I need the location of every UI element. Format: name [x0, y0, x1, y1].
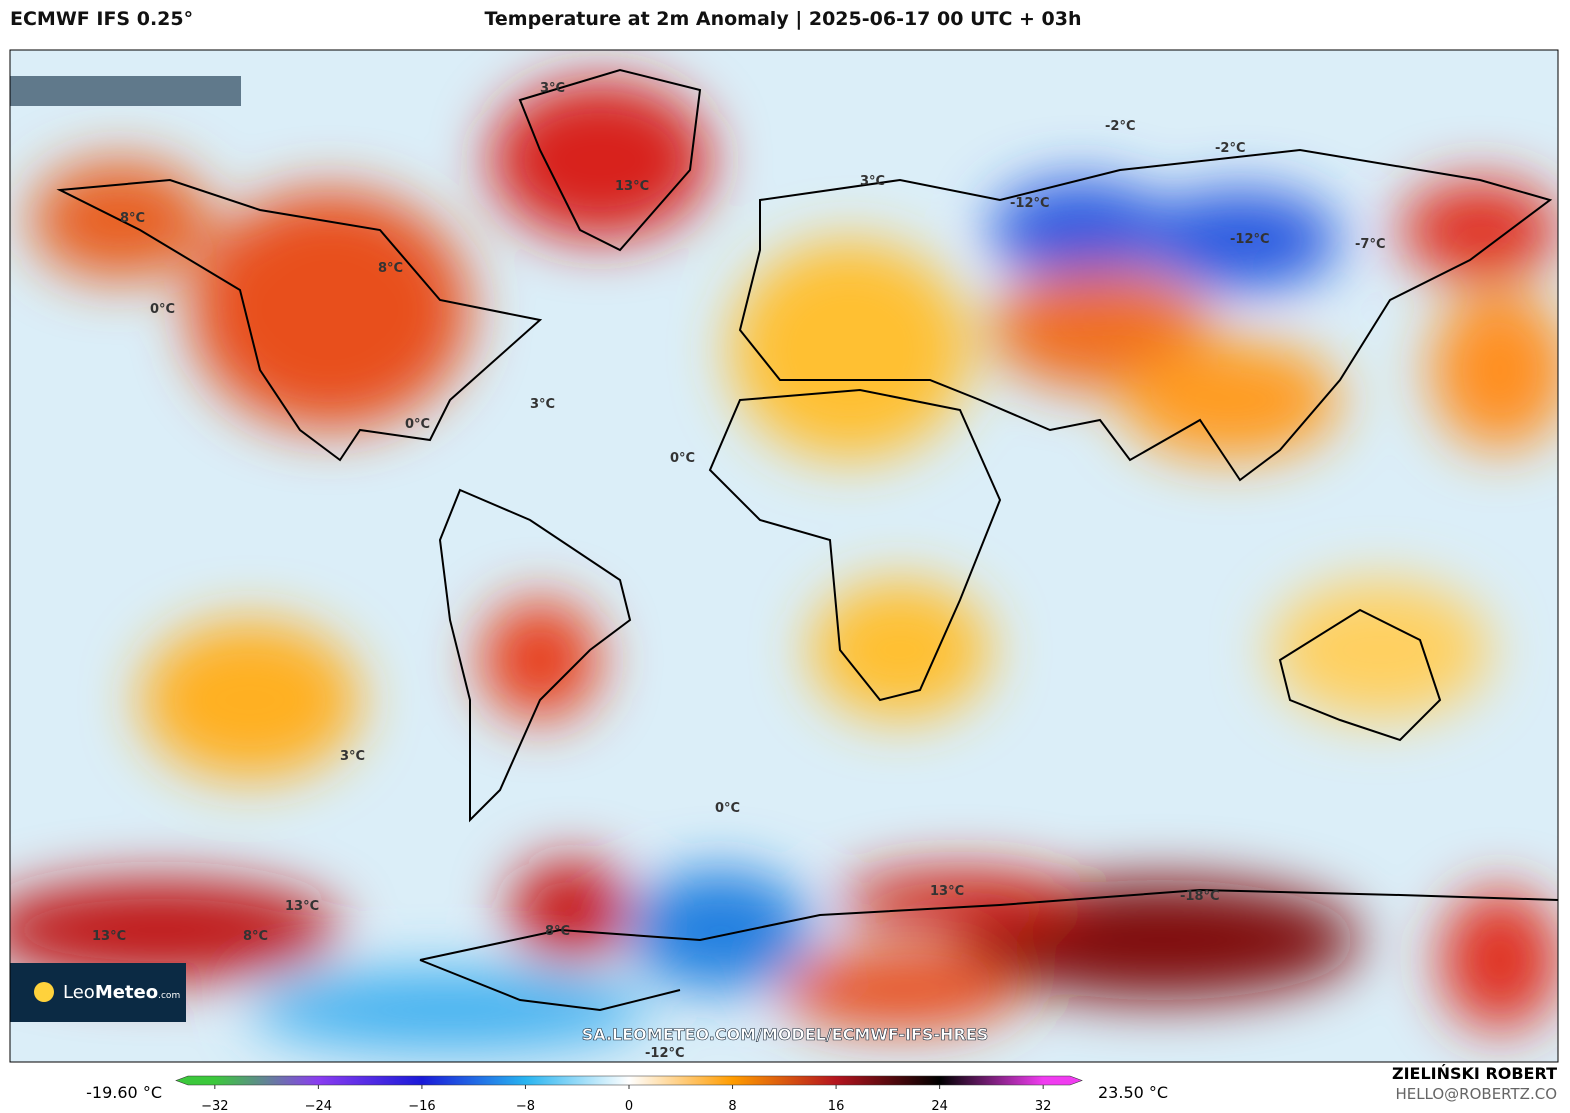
contour-label: -12°C [645, 1046, 685, 1061]
colorbar-tick-label: 8 [728, 1099, 736, 1113]
logo-suffix: .com [158, 991, 180, 1001]
contour-label: -18°C [1180, 889, 1220, 904]
contour-label: -12°C [1230, 232, 1270, 247]
colorbar-tick-label: 24 [931, 1099, 948, 1113]
logo-light: Leo [63, 982, 95, 1003]
contour-label: 0°C [405, 417, 430, 432]
email: HELLO@ROBERTZ.CO [1395, 1085, 1557, 1103]
watermark: SA.LEOMETEO.COM/MODEL/ECMWF-IFS-HRES [582, 1025, 988, 1044]
contour-label: 8°C [120, 211, 145, 226]
contour-label: -7°C [1355, 237, 1385, 252]
contour-label: 8°C [243, 929, 268, 944]
contour-label: 8°C [545, 924, 570, 939]
colorbar-tick-label: 32 [1035, 1099, 1052, 1113]
logo-bold: Meteo [95, 982, 158, 1003]
colorbar-tick-label: −16 [408, 1099, 435, 1113]
contour-label: 0°C [150, 302, 175, 317]
colorbar-tick-label: 0 [625, 1099, 633, 1113]
contour-label: 8°C [378, 261, 403, 276]
map-title: Temperature at 2m Anomaly | 2025-06-17 0… [484, 8, 1081, 30]
colorbar-tick-label: −8 [516, 1099, 535, 1113]
contour-label: 13°C [930, 884, 964, 899]
contour-label: 0°C [670, 451, 695, 466]
contour-label: -7°C [1560, 904, 1570, 919]
contour-labels: 13°C -12°C -12°C 8°C 8°C 3°C 0°C -2°C -7°C 3°C 0°C… [92, 81, 1570, 1061]
contour-label: -2°C [1215, 141, 1245, 156]
author: ZIELIŃSKI ROBERT [1392, 1064, 1557, 1083]
contour-label: 3°C [530, 397, 555, 412]
contour-label: 3°C [340, 749, 365, 764]
contour-label: 3°C [540, 81, 565, 96]
contour-label: 13°C [615, 179, 649, 194]
contour-label: 0°C [715, 801, 740, 816]
contour-label: -12°C [1010, 196, 1050, 211]
contour-label: 13°C [285, 899, 319, 914]
map-frame [9, 49, 1559, 1063]
colorbar-min: -19.60 °C [86, 1083, 162, 1102]
colorbar-tick-label: 16 [828, 1099, 845, 1113]
time-badge [10, 76, 241, 106]
contour-label: 3°C [860, 174, 885, 189]
colorbar-bar [175, 1075, 1083, 1086]
map: 13°C -12°C -12°C 8°C 8°C 3°C 0°C -2°C -7°C 3°C 0°C… [10, 50, 1570, 1062]
colorbar: −32 −24 −16 −8 0 8 16 24 32 [175, 1075, 1083, 1113]
colorbar-tick-label: −24 [305, 1099, 332, 1113]
contour-label: 13°C [92, 929, 126, 944]
contour-label: -2°C [1105, 119, 1135, 134]
model-name: ECMWF IFS 0.25° [10, 8, 193, 30]
logo-text: LeoMeteo.com [63, 982, 180, 1003]
colorbar-max: 23.50 °C [1098, 1083, 1168, 1102]
colorbar-tick-label: −32 [201, 1099, 228, 1113]
logo-sun [34, 982, 54, 1002]
coastlines [56, 68, 1558, 1012]
